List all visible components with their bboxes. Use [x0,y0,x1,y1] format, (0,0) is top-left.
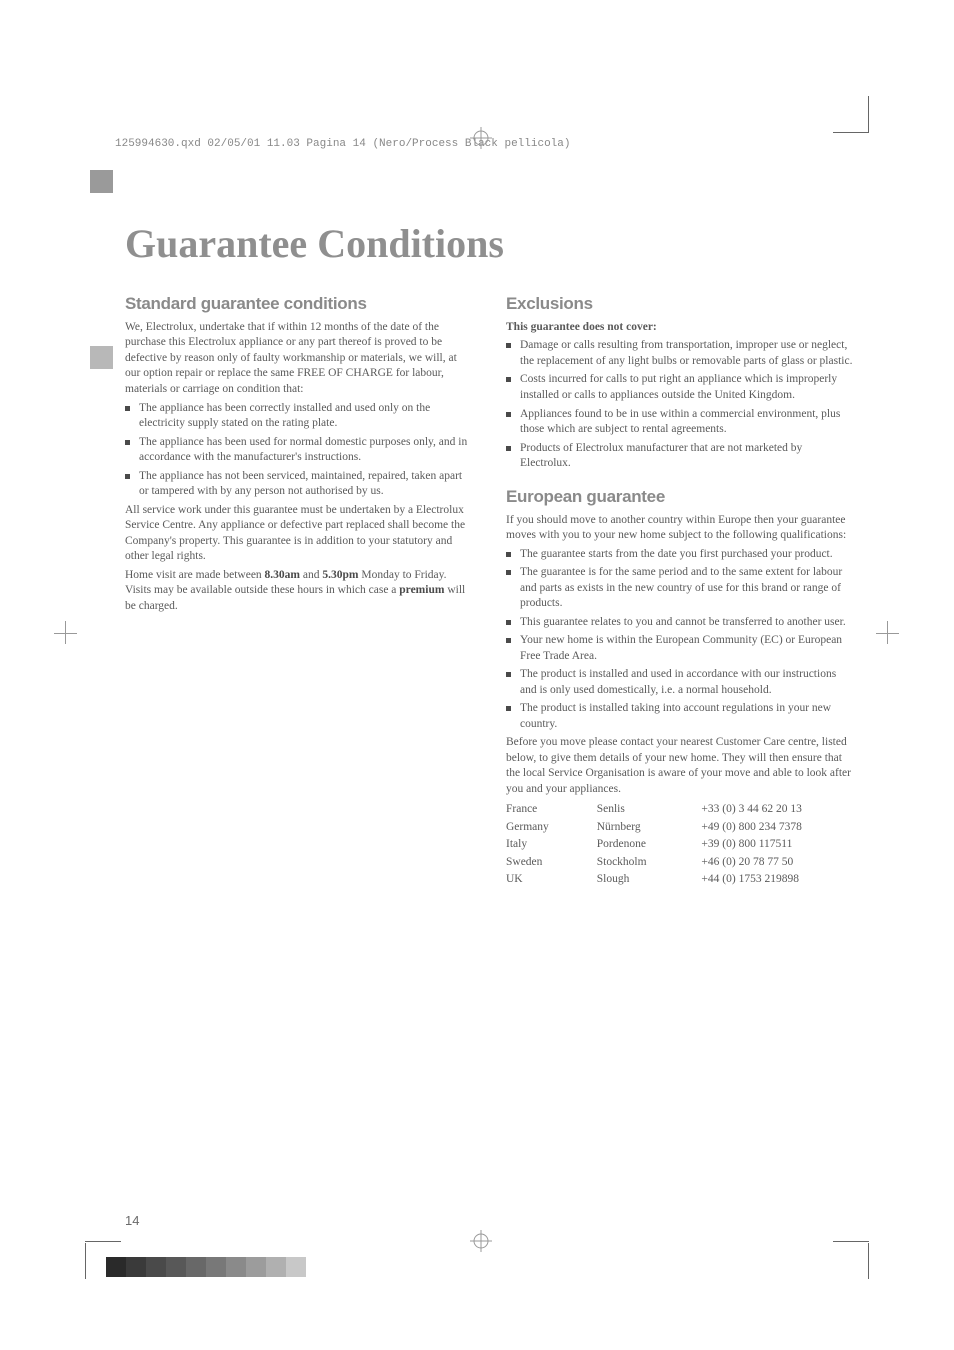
right-column: Exclusions This guarantee does not cover… [506,293,855,889]
table-cell: UK [506,871,597,889]
list-item: The product is installed taking into acc… [506,701,855,732]
list-item: Appliances found to be in use within a c… [506,407,855,438]
print-job-header: 125994630.qxd 02/05/01 11.03 Pagina 14 (… [115,138,570,150]
step-wedge-patch [286,1257,306,1277]
list-item: Damage or calls resulting from transport… [506,338,855,369]
eu-contact-paragraph: Before you move please contact your near… [506,735,855,797]
list-item: The appliance has been correctly install… [125,401,474,432]
table-row: FranceSenlis+33 (0) 3 44 62 20 13 [506,801,855,819]
page-number: 14 [125,1213,139,1228]
step-wedge-patch [186,1257,206,1277]
registration-target-top [470,127,492,149]
list-item: Costs incurred for calls to put right an… [506,372,855,403]
exclusions-sub: This guarantee does not cover: [506,320,855,336]
list-item: Products of Electrolux manufacturer that… [506,441,855,472]
list-item: The product is installed and used in acc… [506,667,855,698]
list-item: The guarantee starts from the date you f… [506,547,855,563]
page-content: Guarantee Conditions Standard guarantee … [125,220,855,889]
table-cell: Germany [506,819,597,837]
table-cell: Stockholm [597,854,702,872]
grayscale-step-wedge [106,1257,306,1277]
heading-european-guarantee: European guarantee [506,486,855,509]
table-cell: +49 (0) 800 234 7378 [701,819,855,837]
hours-paragraph: Home visit are made between 8.30am and 5… [125,568,474,615]
list-item: Your new home is within the European Com… [506,633,855,664]
step-wedge-patch [166,1257,186,1277]
table-cell: Italy [506,836,597,854]
step-wedge-patch [246,1257,266,1277]
table-cell: +39 (0) 800 117511 [701,836,855,854]
crop-mark-bottom-right [833,1241,869,1242]
eu-qualifications-list: The guarantee starts from the date you f… [506,547,855,733]
density-patch-side [90,346,113,369]
crop-mark-top-right [833,132,869,134]
service-paragraph: All service work under this guarantee mu… [125,503,474,565]
registration-target-bottom [470,1230,492,1252]
table-row: GermanyNürnberg+49 (0) 800 234 7378 [506,819,855,837]
table-cell: +44 (0) 1753 219898 [701,871,855,889]
step-wedge-patch [126,1257,146,1277]
contacts-table: FranceSenlis+33 (0) 3 44 62 20 13Germany… [506,801,855,889]
step-wedge-patch [206,1257,226,1277]
page-title: Guarantee Conditions [125,220,855,267]
density-patch-top [90,170,113,193]
table-row: ItalyPordenone+39 (0) 800 117511 [506,836,855,854]
table-cell: Nürnberg [597,819,702,837]
step-wedge-patch [106,1257,126,1277]
intro-paragraph: We, Electrolux, undertake that if within… [125,320,474,398]
table-cell: Sweden [506,854,597,872]
heading-standard-guarantee: Standard guarantee conditions [125,293,474,316]
exclusions-list: Damage or calls resulting from transport… [506,338,855,471]
left-column: Standard guarantee conditions We, Electr… [125,293,474,889]
hairline-left [54,644,84,645]
eu-intro: If you should move to another country wi… [506,513,855,544]
conditions-list: The appliance has been correctly install… [125,401,474,500]
list-item: This guarantee relates to you and cannot… [506,615,855,631]
list-item: The appliance has not been serviced, mai… [125,469,474,500]
step-wedge-patch [146,1257,166,1277]
table-row: UKSlough+44 (0) 1753 219898 [506,871,855,889]
table-cell: Slough [597,871,702,889]
table-cell: France [506,801,597,819]
table-cell: Pordenone [597,836,702,854]
list-item: The appliance has been used for normal d… [125,435,474,466]
table-cell: Senlis [597,801,702,819]
table-row: SwedenStockholm+46 (0) 20 78 77 50 [506,854,855,872]
table-cell: +46 (0) 20 78 77 50 [701,854,855,872]
step-wedge-patch [266,1257,286,1277]
crop-mark-bottom-left [85,1241,121,1242]
list-item: The guarantee is for the same period and… [506,565,855,612]
step-wedge-patch [226,1257,246,1277]
heading-exclusions: Exclusions [506,293,855,316]
table-cell: +33 (0) 3 44 62 20 13 [701,801,855,819]
